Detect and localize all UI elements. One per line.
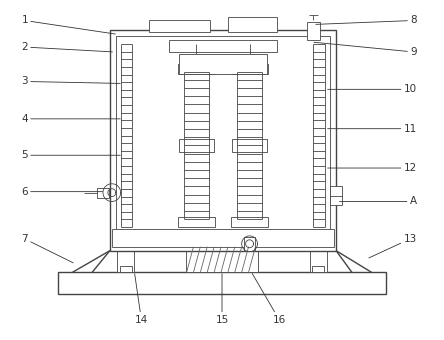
Text: 3: 3 — [21, 76, 120, 86]
Bar — [178, 217, 215, 227]
Text: 6: 6 — [21, 187, 103, 197]
Bar — [149, 20, 210, 32]
Bar — [179, 54, 267, 73]
Text: 1: 1 — [21, 16, 115, 34]
Bar — [112, 229, 334, 247]
Bar — [178, 64, 215, 73]
Text: 11: 11 — [328, 124, 417, 134]
Bar — [186, 247, 258, 272]
Text: 16: 16 — [252, 273, 285, 324]
Text: 13: 13 — [369, 234, 417, 258]
Bar — [179, 138, 214, 152]
Bar — [120, 267, 131, 272]
Text: A: A — [340, 197, 417, 206]
Bar — [228, 17, 277, 32]
Bar — [309, 247, 327, 272]
Text: 2: 2 — [21, 42, 112, 52]
Text: 12: 12 — [328, 163, 417, 173]
Bar — [97, 188, 109, 198]
Bar — [116, 36, 330, 245]
Text: 14: 14 — [135, 274, 148, 324]
Bar — [330, 186, 342, 205]
Text: 15: 15 — [215, 274, 229, 324]
Text: 8: 8 — [316, 16, 417, 26]
Bar — [231, 217, 268, 227]
Text: 10: 10 — [328, 84, 417, 94]
Bar — [58, 272, 386, 294]
Bar — [231, 64, 268, 73]
Text: 5: 5 — [21, 150, 120, 160]
Bar — [169, 40, 277, 52]
Bar — [117, 247, 135, 272]
Bar — [244, 237, 255, 251]
Bar — [110, 30, 336, 251]
Bar — [232, 138, 267, 152]
Text: 9: 9 — [314, 42, 417, 57]
Bar — [307, 22, 321, 40]
Text: 7: 7 — [21, 234, 73, 263]
Bar — [313, 267, 324, 272]
Text: 4: 4 — [21, 114, 120, 124]
